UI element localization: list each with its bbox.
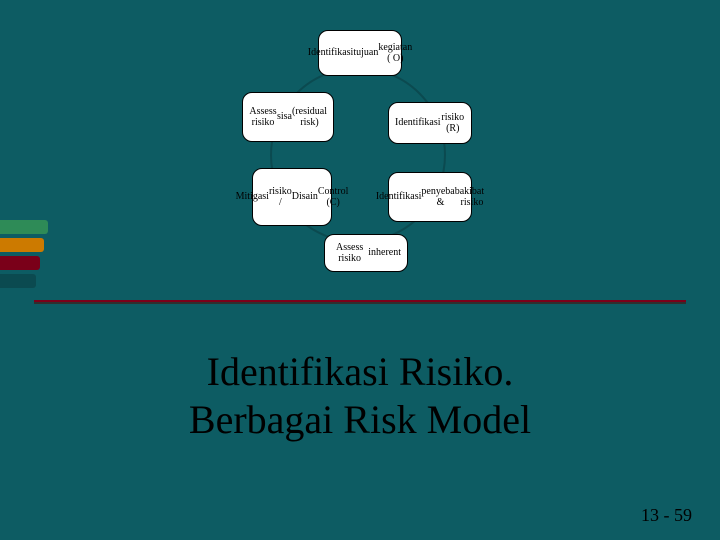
node-residual-line: Assess risiko xyxy=(249,106,277,129)
decor-bar xyxy=(0,256,40,270)
divider-line xyxy=(34,300,686,304)
node-inherent: Assess risikoinherent xyxy=(324,234,408,272)
node-inherent-line: inherent xyxy=(368,247,401,259)
node-cause: Identifikasipenyebab &akibat risiko xyxy=(388,172,472,222)
decor-bar xyxy=(0,238,44,252)
node-risk: Identifikasirisiko (R) xyxy=(388,102,472,144)
node-cause-line: akibat risiko xyxy=(460,186,484,209)
node-objective-line: tujuan xyxy=(353,47,378,59)
decor-bar xyxy=(0,274,36,288)
node-control: Mitigasirisiko /DisainControl (C) xyxy=(252,168,332,226)
node-risk-line: Identifikasi xyxy=(395,117,441,129)
decor-bar xyxy=(0,220,48,234)
node-control-line: Mitigasi xyxy=(236,191,269,203)
slide: Identifikasitujuankegiatan ( O)Assess ri… xyxy=(0,0,720,540)
node-inherent-line: Assess risiko xyxy=(331,242,368,265)
cycle-diagram: Identifikasitujuankegiatan ( O)Assess ri… xyxy=(0,0,720,540)
node-objective-line: Identifikasi xyxy=(308,47,354,59)
node-objective: Identifikasitujuankegiatan ( O) xyxy=(318,30,402,76)
node-control-line: risiko / xyxy=(269,186,292,209)
node-cause-line: penyebab & xyxy=(421,186,459,209)
node-cause-line: Identifikasi xyxy=(376,191,422,203)
slide-title: Identifikasi Risiko. Berbagai Risk Model xyxy=(0,348,720,444)
node-residual-line: sisa xyxy=(277,111,292,123)
decor-bars xyxy=(0,220,48,292)
node-control-line: Disain xyxy=(292,191,318,203)
node-residual: Assess risikosisa(residual risk) xyxy=(242,92,334,142)
node-residual-line: (residual risk) xyxy=(292,106,327,129)
title-line-2: Berbagai Risk Model xyxy=(0,396,720,444)
node-objective-line: kegiatan ( O) xyxy=(378,42,412,65)
title-line-1: Identifikasi Risiko. xyxy=(0,348,720,396)
node-control-line: Control (C) xyxy=(318,186,349,209)
node-risk-line: risiko (R) xyxy=(441,112,465,135)
page-number: 13 - 59 xyxy=(641,505,692,526)
